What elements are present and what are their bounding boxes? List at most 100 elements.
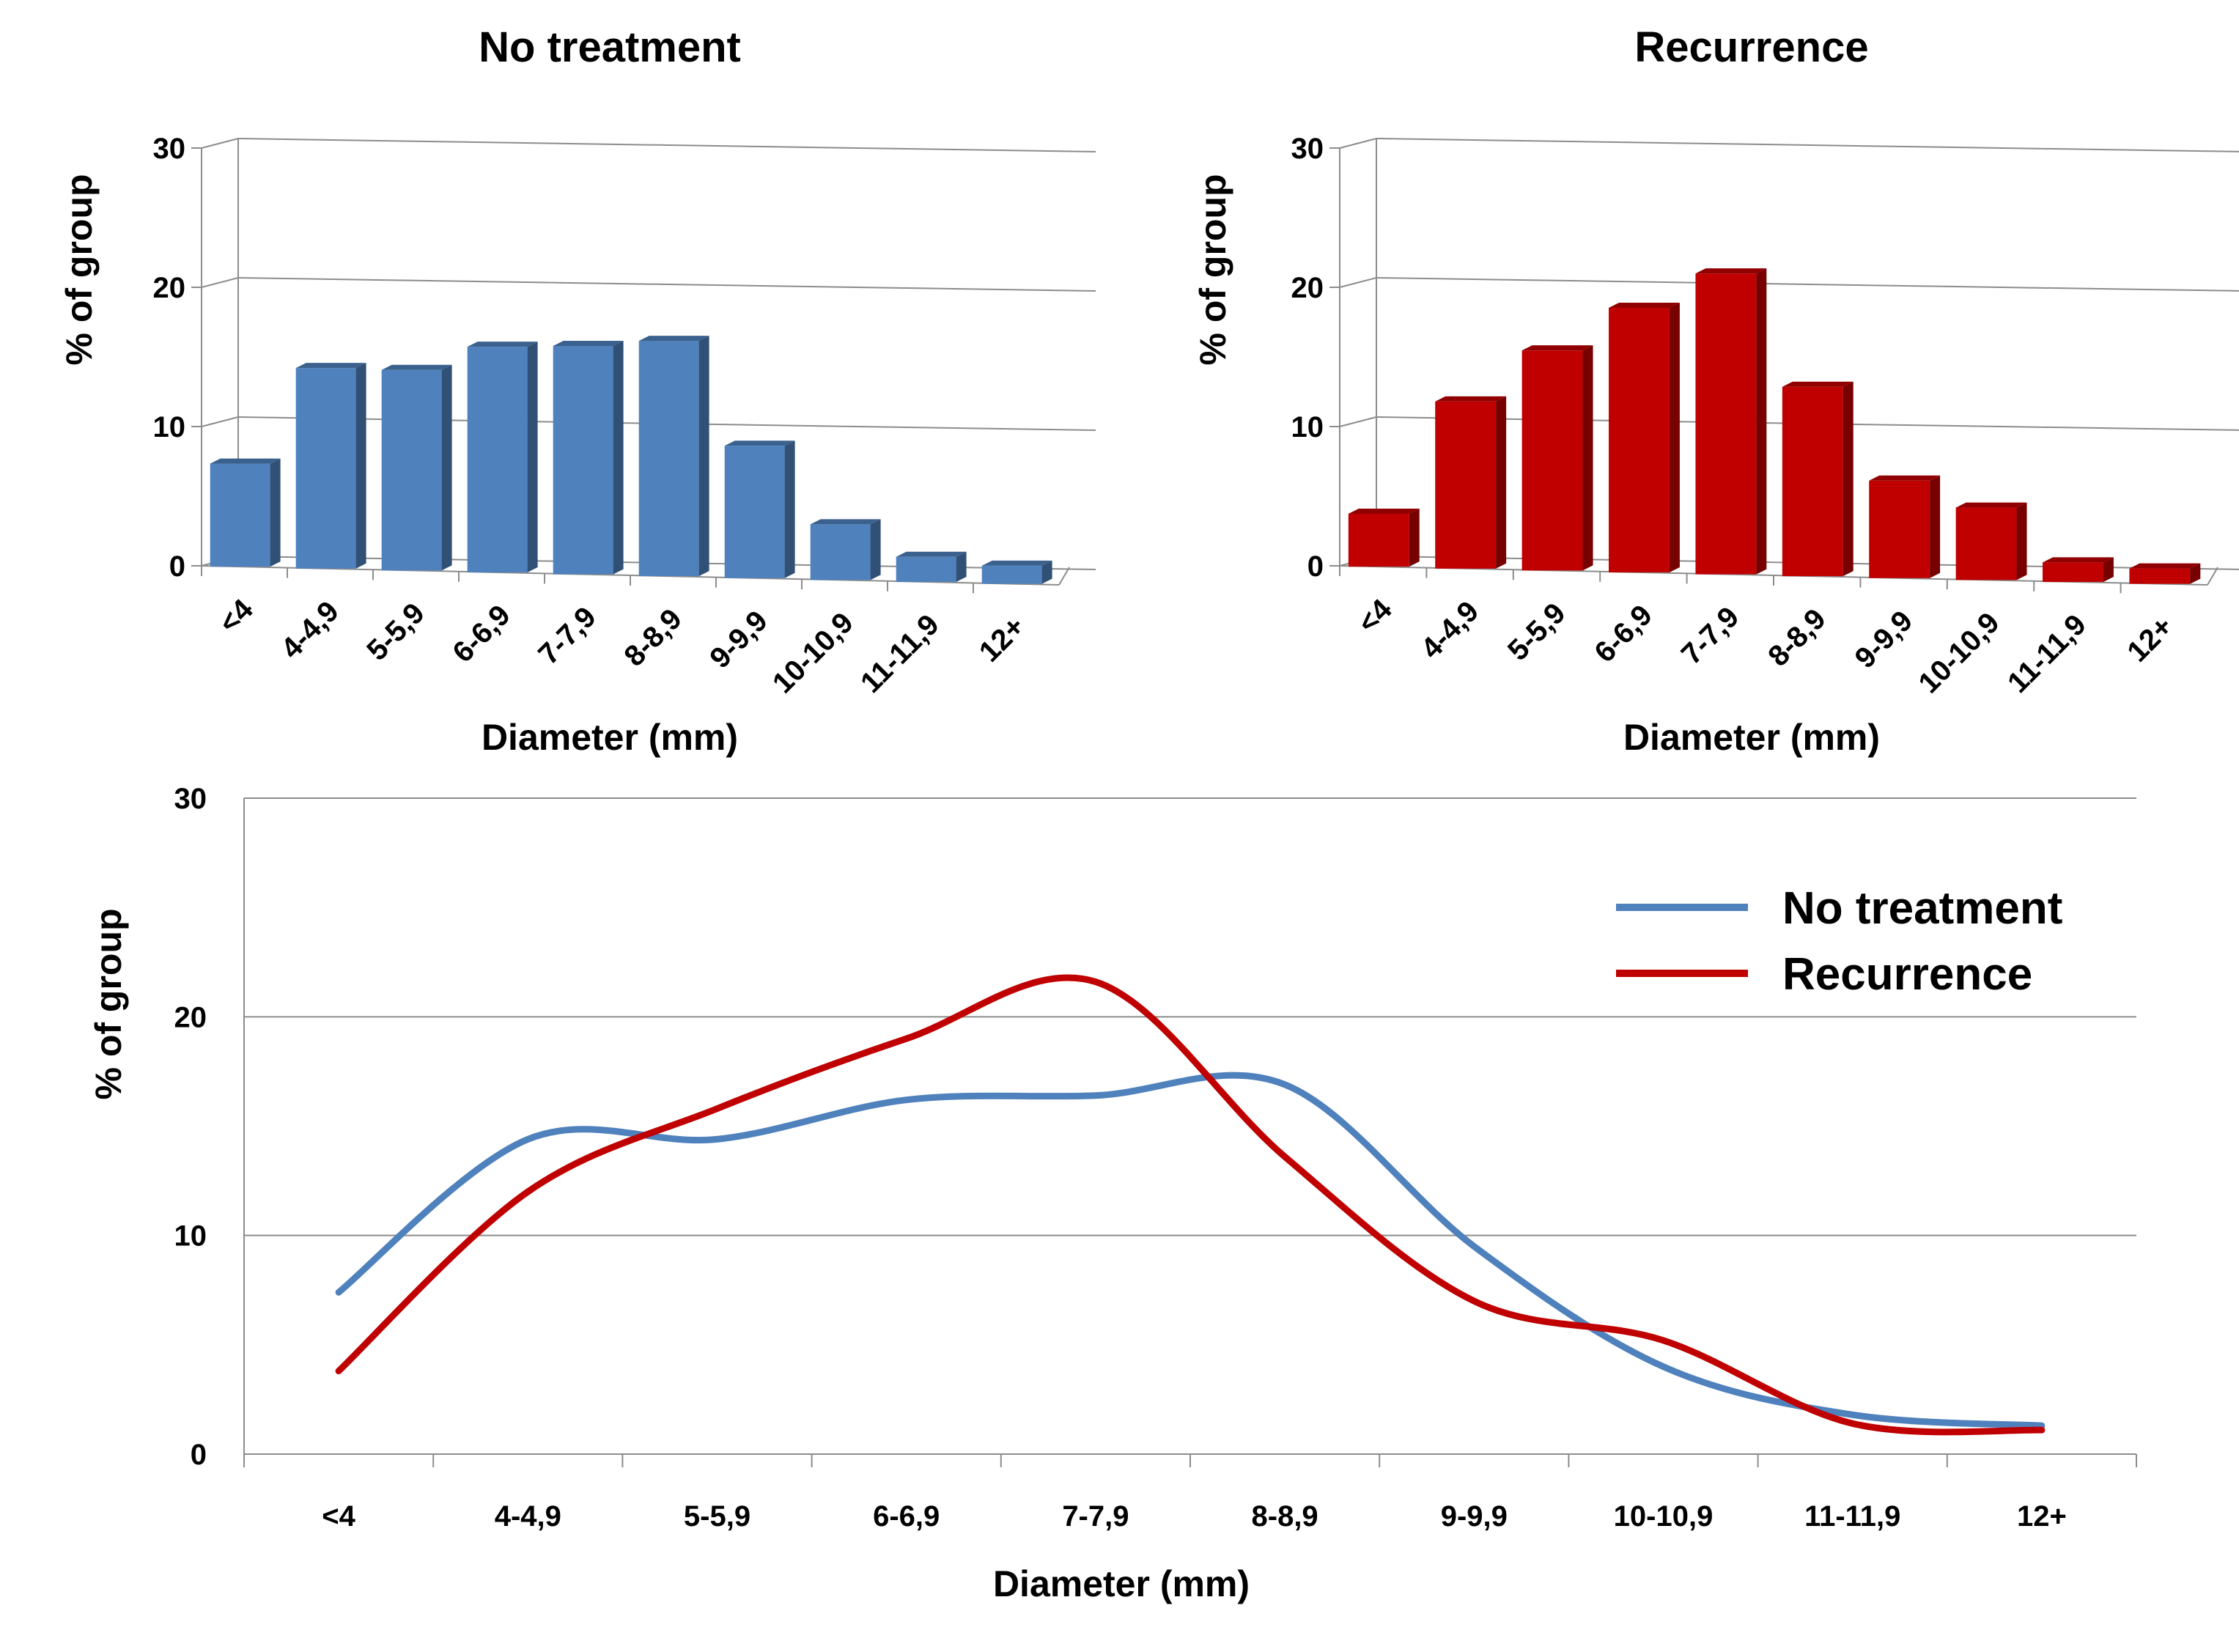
bar-top	[468, 342, 538, 347]
x-tick-label: 4-4,9	[1415, 595, 1486, 665]
bar-side	[442, 365, 452, 571]
x-tick-label: <4	[322, 1500, 355, 1533]
bar-front	[982, 566, 1042, 584]
bar-top	[1349, 509, 1420, 514]
bar	[2043, 557, 2114, 582]
x-tick-label: 5-5,9	[361, 597, 431, 667]
bar-side	[356, 363, 366, 569]
bar-side	[1843, 382, 1853, 576]
x-tick-label: 5-5,9	[684, 1500, 750, 1533]
bar-front	[2043, 562, 2103, 582]
grid-depth-line	[1340, 417, 1376, 427]
bar	[811, 519, 881, 580]
bar-side	[1409, 509, 1420, 567]
bar-side	[1930, 476, 1940, 578]
bar-top	[1522, 345, 1593, 350]
bar	[210, 459, 281, 567]
x-tick-label: 12+	[2121, 611, 2179, 668]
bar-side	[1496, 397, 1506, 569]
x-tick-label: 7-7,9	[1675, 601, 1746, 671]
bar-top	[982, 561, 1052, 566]
bar-front	[811, 524, 871, 580]
y-tick-label: 10	[174, 1220, 207, 1253]
x-tick-label: 10-10,9	[1614, 1500, 1714, 1533]
grid-depth-line	[202, 139, 238, 148]
bar	[2129, 564, 2200, 584]
bar	[639, 336, 709, 576]
bar-top	[1869, 476, 1940, 481]
series-line-recurrence	[339, 978, 2042, 1432]
series-line-no-treatment	[339, 1075, 2042, 1426]
bar-top	[725, 440, 795, 446]
y-tick-label: 0	[169, 550, 185, 583]
bar	[553, 341, 624, 575]
gridline	[238, 139, 1096, 152]
bar-side	[871, 519, 881, 580]
bar-side	[1670, 303, 1680, 572]
x-tick-label: 8-8,9	[1762, 602, 1832, 673]
x-tick-label: 6-6,9	[873, 1500, 940, 1533]
y-tick-label: 30	[153, 133, 186, 165]
y-axis-label: % of group	[88, 908, 129, 1099]
x-tick-label: <4	[1351, 593, 1398, 640]
x-tick-label: 7-7,9	[532, 601, 602, 671]
x-tick-label: 5-5,9	[1502, 597, 1572, 667]
x-tick-label: 8-8,9	[1252, 1500, 1318, 1533]
gridline	[238, 278, 1096, 291]
bar-top	[1609, 303, 1680, 308]
bar-top	[1956, 503, 2027, 508]
x-tick-label: 4-4,9	[275, 595, 345, 665]
bar	[1869, 476, 1940, 578]
x-axis-label: Diameter (mm)	[1623, 717, 1880, 758]
bar-side	[699, 336, 709, 576]
x-tick-label: 8-8,9	[618, 602, 688, 673]
x-tick-label: 12+	[973, 611, 1031, 668]
legend-label: No treatment	[1782, 883, 2062, 934]
y-tick-label: 20	[1291, 272, 1324, 304]
bar-top	[296, 363, 366, 368]
bar-front	[2129, 569, 2190, 584]
bar-top	[1695, 268, 1766, 273]
bar-top	[1782, 382, 1853, 387]
x-axis-end	[1059, 567, 1069, 585]
bar-front	[1782, 387, 1843, 576]
bar	[982, 561, 1052, 584]
bar	[896, 552, 967, 582]
x-tick-label: <4	[213, 593, 260, 640]
x-tick-label: 11-11,9	[2002, 608, 2092, 699]
x-axis-end	[2207, 567, 2218, 585]
bar	[725, 440, 795, 578]
bar-side	[956, 552, 967, 582]
bar	[382, 365, 452, 571]
x-tick-label: 11-11,9	[855, 608, 945, 699]
bar-top	[639, 336, 709, 341]
bar-front	[725, 446, 785, 578]
y-tick-label: 30	[1291, 133, 1324, 165]
bar-side	[2017, 503, 2027, 580]
bar-front	[1609, 308, 1670, 572]
x-tick-label: 7-7,9	[1062, 1500, 1129, 1533]
x-tick-label: 9-9,9	[1441, 1500, 1508, 1533]
bar	[1695, 268, 1766, 574]
grid-depth-line	[202, 417, 238, 427]
grid-depth-line	[1340, 278, 1376, 287]
y-tick-label: 30	[174, 783, 207, 815]
chart-title: Recurrence	[1634, 23, 1868, 71]
bar-top	[896, 552, 967, 557]
x-tick-label: 10-10,9	[767, 606, 860, 699]
grid-depth-line	[1340, 139, 1376, 148]
bar-top	[811, 519, 881, 524]
bar-front	[382, 370, 442, 571]
legend-label: Recurrence	[1782, 949, 2032, 1000]
bar-top	[2043, 557, 2114, 562]
x-tick-label: 4-4,9	[495, 1500, 561, 1533]
bar-side	[1756, 268, 1766, 574]
bar-front	[296, 368, 356, 569]
bar-front	[639, 341, 699, 576]
x-tick-label: 11-11,9	[1804, 1500, 1900, 1533]
